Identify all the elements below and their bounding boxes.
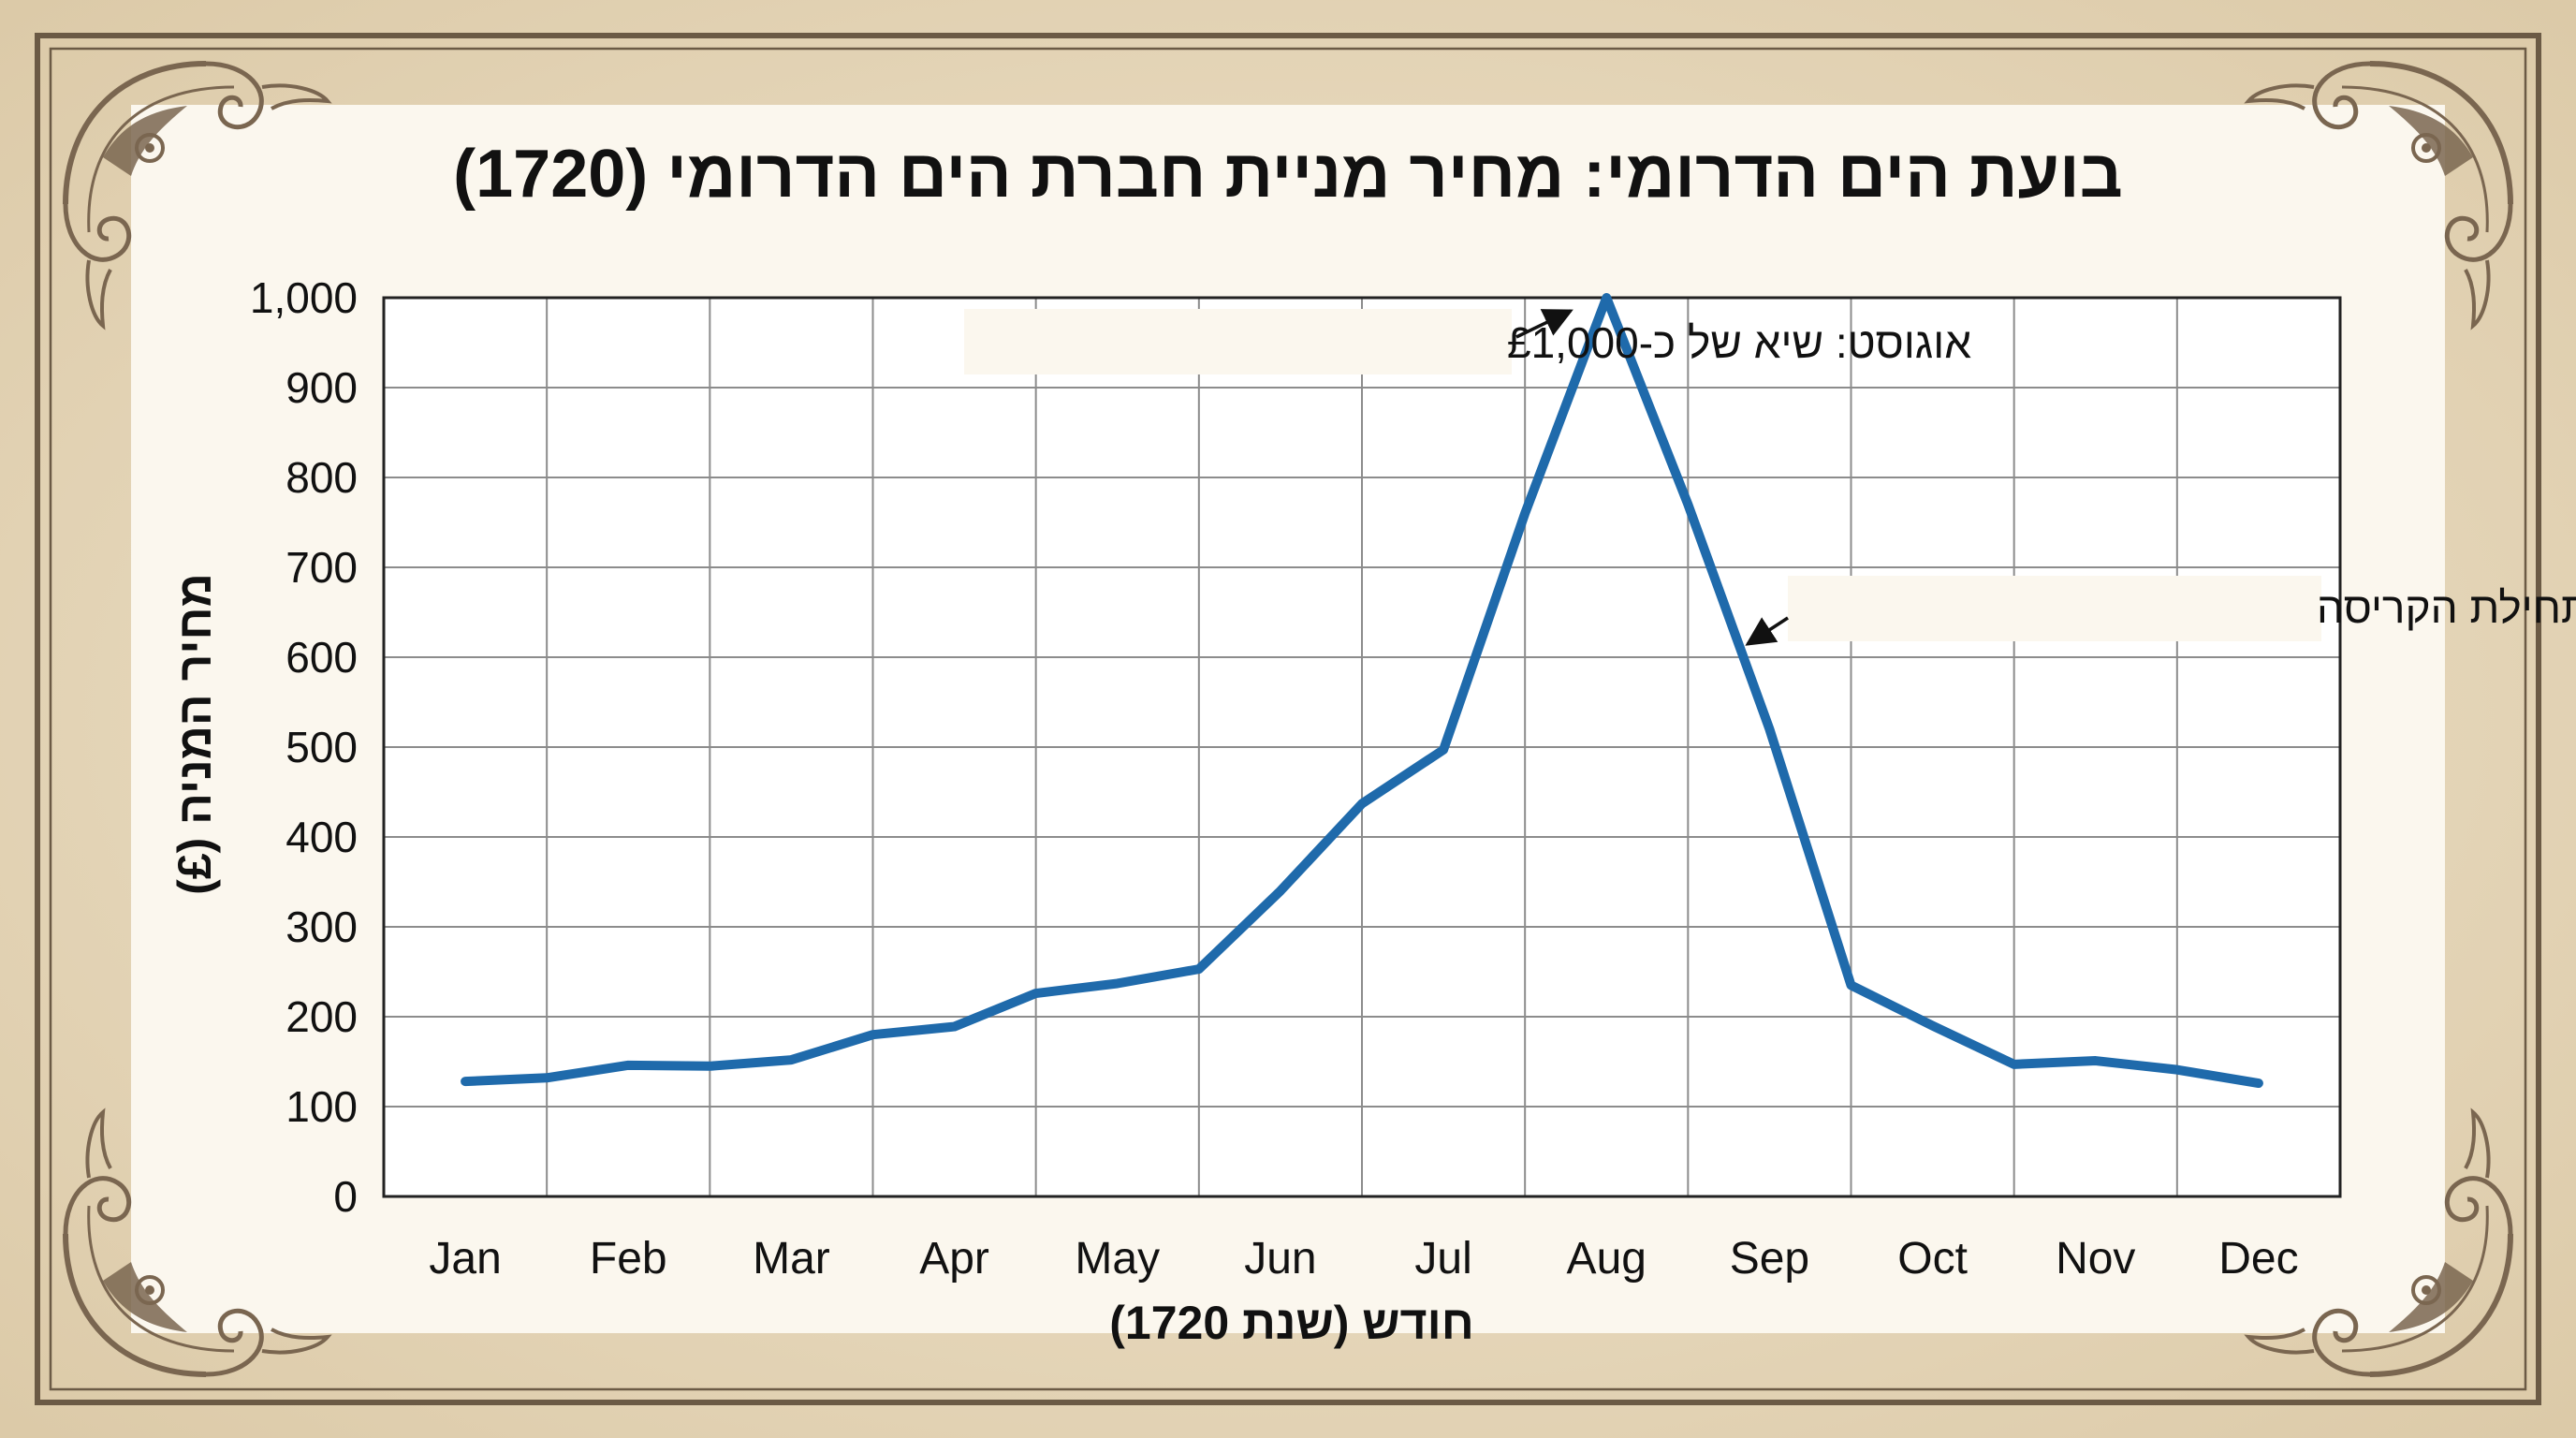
y-tick-label: 300 [285, 902, 358, 951]
x-tick-label: Apr [919, 1234, 989, 1284]
y-tick-labels: 0 100 200 300 400 500 600 700 800 900 1,000 [250, 273, 358, 1221]
x-tick-label: May [1075, 1234, 1160, 1284]
x-tick-label: Mar [753, 1234, 830, 1284]
y-tick-label: 100 [285, 1082, 358, 1131]
crash-annotation: ספטמבר: תחילת הקריסה [2317, 583, 2576, 632]
peak-annotation: אוגוסט: שיא של כ-£1,000 [1507, 318, 1971, 367]
y-tick-label: 700 [285, 543, 358, 592]
x-tick-label: Jan [429, 1234, 501, 1284]
x-tick-label: Dec [2218, 1234, 2298, 1284]
x-tick-label: Aug [1567, 1234, 1647, 1284]
y-axis-label: מחיר המניה (£) [168, 573, 221, 895]
y-tick-label: 400 [285, 813, 358, 861]
x-tick-label: Sep [1730, 1234, 1809, 1284]
y-tick-label: 1,000 [250, 273, 358, 322]
x-tick-label: Jun [1244, 1234, 1316, 1284]
y-tick-label: 0 [333, 1172, 358, 1221]
price-line [461, 293, 2263, 1089]
x-tick-label: Oct [1897, 1234, 1968, 1284]
crash-annotation-background [1788, 576, 2321, 641]
outer-frame [35, 33, 2541, 1405]
x-tick-label: Jul [1414, 1234, 1471, 1284]
crash-annotation-arrow [1745, 616, 1789, 646]
chart-title: בועת הים הדרומי: מחיר מניית חברת הים הדר… [453, 137, 2123, 212]
plot-border [382, 296, 2342, 1198]
x-tick-label: Feb [590, 1234, 667, 1284]
x-axis-label: חודש (שנת 1720) [1109, 1297, 1474, 1349]
x-tick-label: Nov [2056, 1234, 2135, 1284]
inner-frame [49, 47, 2527, 1391]
peak-annotation-arrow [1515, 309, 1573, 339]
grid [382, 296, 2342, 1198]
y-tick-label: 200 [285, 992, 358, 1041]
series [461, 293, 2263, 1089]
x-tick-labels: Jan Feb Mar Apr May Jun Jul Aug Sep Oct Nov Dec [429, 1234, 2298, 1284]
y-tick-label: 900 [285, 363, 358, 412]
y-tick-label: 600 [285, 633, 358, 682]
peak-annotation-background [964, 309, 1512, 374]
y-tick-label: 800 [285, 453, 358, 502]
y-tick-label: 500 [285, 723, 358, 771]
